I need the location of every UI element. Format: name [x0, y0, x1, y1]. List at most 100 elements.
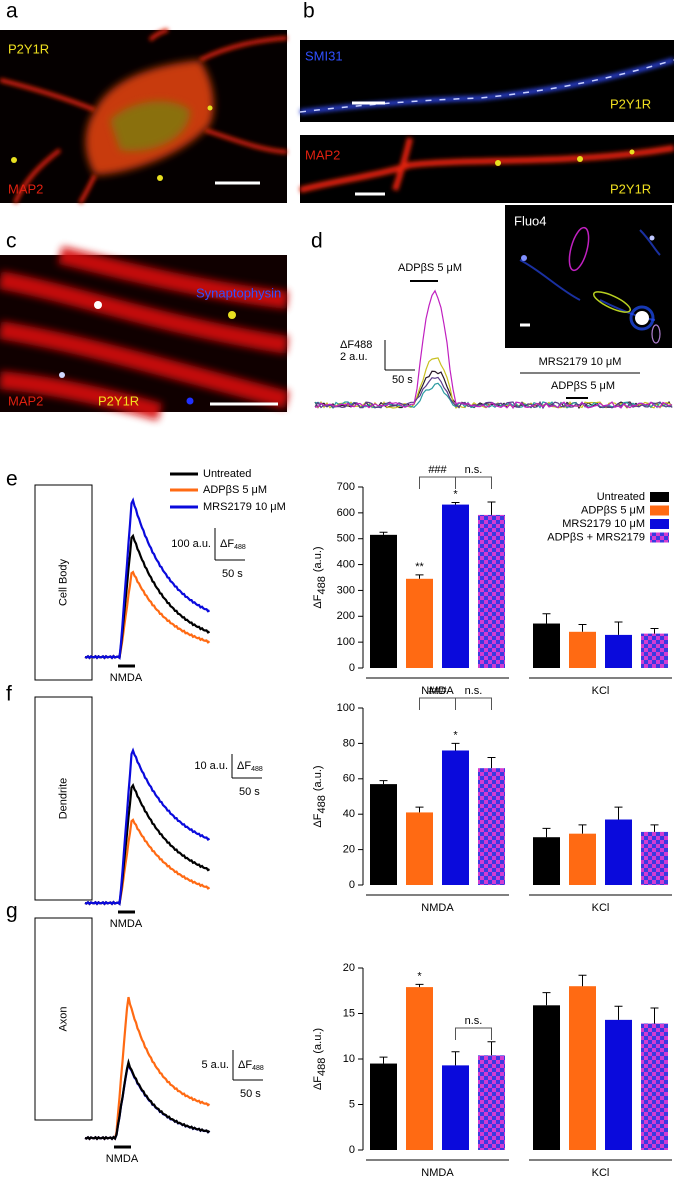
y-tick-label: 0	[349, 1144, 355, 1156]
scale-label: ΔF	[237, 760, 251, 772]
image-label: MAP2	[8, 181, 43, 196]
y-axis-label: 488	[316, 576, 328, 594]
bar	[442, 750, 469, 885]
y-tick-label: 100	[337, 636, 355, 648]
y-axis-label: ΔF	[312, 813, 324, 827]
error-bar	[578, 974, 587, 987]
annotation: ###	[428, 464, 447, 476]
panel-letter: g	[6, 900, 18, 923]
scale-label: 100 a.u.	[171, 538, 211, 550]
bar	[370, 1063, 397, 1150]
y-tick-label: 200	[337, 610, 355, 622]
error-bar	[614, 806, 623, 820]
error-bar	[650, 627, 659, 634]
y-axis-label: (a.u.)	[312, 765, 324, 791]
legend-swatch	[650, 505, 669, 516]
bar	[641, 831, 668, 885]
scale-label: 50 s	[222, 568, 243, 580]
trace	[84, 818, 211, 906]
error-bar	[451, 1051, 460, 1066]
error-bar	[415, 574, 424, 579]
legend-label: Untreated	[597, 491, 645, 503]
annotation: *	[453, 729, 458, 741]
error-bar	[451, 502, 460, 505]
error-bar	[487, 501, 496, 515]
y-axis-label: ΔF	[312, 1076, 324, 1090]
box-label: Axon	[57, 1006, 69, 1031]
image-b	[299, 40, 674, 203]
image-d-inset	[505, 205, 672, 348]
x-tick-label: KCl	[592, 685, 610, 697]
error-bar	[415, 983, 424, 988]
bracket	[419, 476, 456, 489]
label-box	[34, 484, 93, 681]
label-box	[34, 696, 93, 901]
bar	[370, 534, 397, 668]
bar	[569, 833, 596, 885]
scale-label: 5 a.u.	[201, 1059, 229, 1071]
error-bar	[578, 624, 587, 632]
annotation: *	[417, 970, 422, 982]
trace	[84, 570, 211, 660]
scale-label: 2 a.u.	[340, 351, 368, 363]
scale-label: ΔF488	[237, 760, 263, 773]
scale-label: ΔF488	[220, 538, 246, 551]
y-tick-label: 500	[337, 533, 355, 545]
y-tick-label: 0	[349, 879, 355, 891]
legend-label: ADPβS + MRS2179	[547, 531, 645, 543]
annotation: n.s.	[465, 685, 483, 697]
trace	[314, 289, 673, 410]
scale-label: 488	[234, 544, 246, 551]
y-tick-label: 700	[337, 481, 355, 493]
scale-label: 50 s	[240, 1088, 261, 1100]
stim-label: ADPβS 5 μM	[398, 262, 462, 274]
bracket	[419, 697, 456, 710]
error-bar	[487, 1041, 496, 1056]
legend-label: MRS2179 10 μM	[562, 518, 645, 530]
legend-swatch	[650, 492, 669, 502]
bar	[569, 986, 596, 1150]
y-tick-label: 10	[343, 1053, 355, 1065]
scale-label: ΔF	[220, 538, 234, 550]
error-bar	[487, 757, 496, 769]
trace	[314, 376, 673, 410]
y-tick-label: 600	[337, 507, 355, 519]
bar	[569, 631, 596, 668]
image-label: P2Y1R	[8, 41, 49, 56]
error-bar	[451, 742, 460, 751]
bar	[478, 1055, 505, 1150]
image-label: P2Y1R	[98, 393, 139, 408]
bar	[406, 578, 433, 668]
image-label: MAP2	[305, 147, 340, 162]
error-bar	[379, 531, 388, 535]
y-tick-label: 0	[349, 662, 355, 674]
y-tick-label: 100	[337, 702, 355, 714]
error-bar	[578, 824, 587, 834]
image-label: SMI31	[305, 48, 343, 63]
scale-label: 488	[252, 1065, 264, 1072]
bar	[442, 504, 469, 668]
scale-label: 488	[251, 766, 263, 773]
bracket	[455, 476, 492, 489]
bar	[641, 1023, 668, 1150]
y-tick-label: 60	[343, 773, 355, 785]
y-tick-label: 400	[337, 558, 355, 570]
y-axis-label: ΔF488 (a.u.)	[312, 1028, 328, 1090]
y-tick-label: 15	[343, 1007, 355, 1019]
annotation: *	[453, 488, 458, 500]
trace	[84, 1058, 211, 1141]
image-c	[0, 246, 290, 421]
panel-letter: b	[303, 0, 315, 23]
bar	[533, 837, 560, 885]
trace	[84, 497, 211, 660]
error-bar	[415, 806, 424, 813]
y-tick-label: 5	[349, 1098, 355, 1110]
error-bar	[650, 1007, 659, 1024]
error-bar	[542, 613, 551, 624]
image-label: Fluo4	[514, 213, 547, 228]
bar	[605, 1019, 632, 1150]
panel-letter: d	[311, 230, 323, 253]
panel-letter: a	[6, 0, 18, 23]
label-box	[34, 917, 93, 1121]
